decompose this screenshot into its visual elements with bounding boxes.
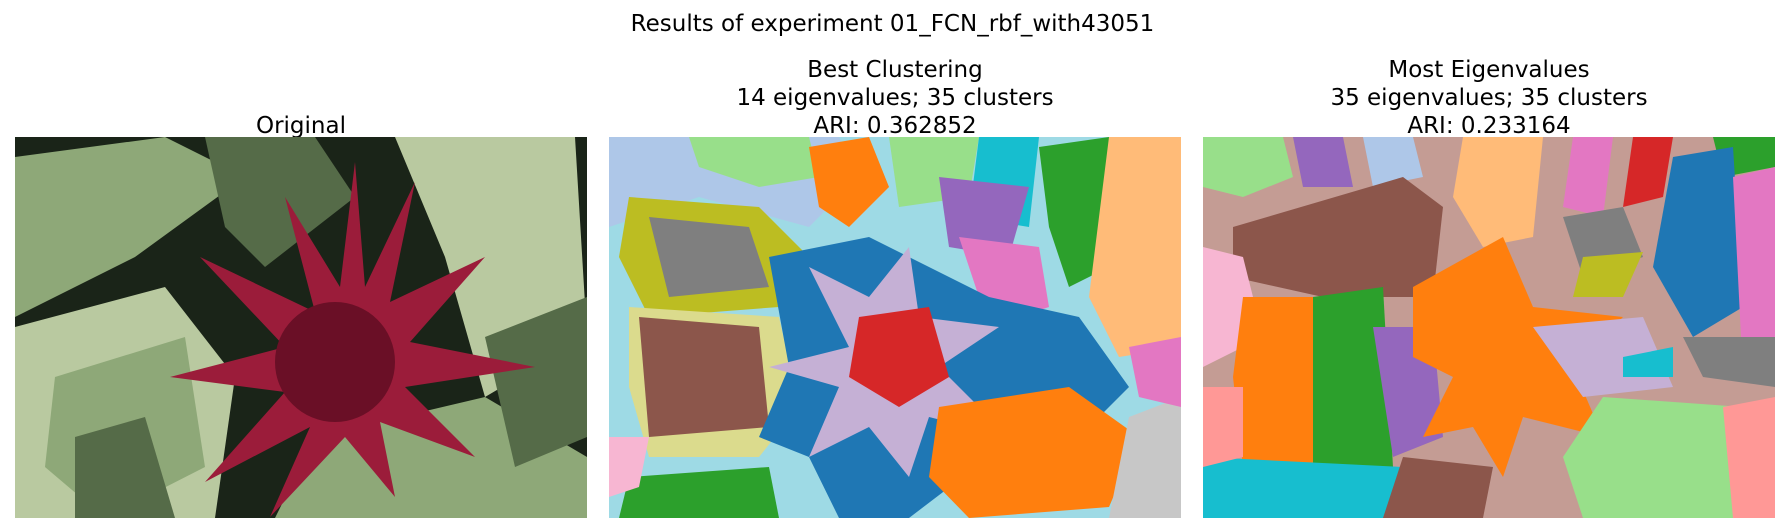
region-olive (1573, 252, 1643, 297)
region-peach (1453, 137, 1543, 247)
region-peach (1089, 137, 1181, 357)
region-gray-right (1683, 337, 1775, 387)
region-gray (649, 217, 769, 297)
region-blue (1653, 147, 1743, 337)
panel-subtitle-ari: ARI: 0.362852 (813, 113, 977, 139)
region-orange-center (1413, 237, 1623, 477)
region-brown-bottom (1383, 457, 1493, 518)
region-orange-left (1233, 297, 1313, 467)
region-pink-top (1563, 137, 1613, 217)
cluster-regions (1203, 137, 1775, 518)
most-eigenvalues-svg (1203, 137, 1775, 518)
figure-suptitle: Results of experiment 01_FCN_rbf_with430… (630, 11, 1155, 37)
best-clustering-svg (609, 137, 1181, 518)
region-cyan-small (1623, 347, 1673, 377)
region-salmon (1203, 387, 1243, 467)
region-brown (1233, 177, 1443, 297)
panel-subtitle-ari: ARI: 0.233164 (1407, 113, 1571, 139)
region-salmon-right (1723, 397, 1775, 518)
leaf-bottom-left (75, 417, 175, 518)
region-lightgreen-bottom (1563, 397, 1753, 518)
flower (170, 162, 535, 517)
flower-center (275, 302, 395, 422)
region-orange-top (809, 137, 889, 227)
region-green-bottom (619, 467, 779, 518)
region-orange-bottom (929, 387, 1139, 518)
region-green (1313, 287, 1393, 467)
region-lightpink (609, 437, 649, 497)
panel-title: Most Eigenvalues 35 eigenvalues; 35 clus… (1203, 56, 1775, 140)
region-red (1623, 137, 1673, 207)
panel-most-eigenvalues: Most Eigenvalues 35 eigenvalues; 35 clus… (1203, 0, 1775, 532)
region-pink-right (1129, 337, 1181, 407)
leaf-right (485, 297, 587, 467)
region-lightblue (1363, 137, 1423, 187)
region-lightgreen (689, 137, 819, 187)
region-red (849, 307, 949, 407)
original-image (15, 137, 587, 518)
region-brown (639, 317, 769, 437)
panel-title-line: Best Clustering (807, 57, 983, 83)
panel-best-clustering: Best Clustering 14 eigenvalues; 35 clust… (609, 0, 1181, 532)
panel-title: Best Clustering 14 eigenvalues; 35 clust… (609, 56, 1181, 140)
panel-title-line: Most Eigenvalues (1388, 57, 1590, 83)
most-eigenvalues-image (1203, 137, 1775, 518)
best-clustering-image (609, 137, 1181, 518)
cluster-regions (609, 137, 1181, 518)
panel-title-line: Original (255, 113, 346, 139)
region-lightgray (1109, 397, 1181, 518)
leaf-top (205, 137, 355, 267)
panel-subtitle-eigenvalues: 14 eigenvalues; 35 clusters (736, 85, 1054, 111)
panel-subtitle-eigenvalues: 35 eigenvalues; 35 clusters (1330, 85, 1648, 111)
region-purple (939, 177, 1029, 257)
region-purple-top (1293, 137, 1353, 187)
panel-title: Original (15, 112, 587, 140)
leaves (15, 137, 587, 518)
original-photo-svg (15, 137, 587, 518)
panel-original: Original (15, 0, 587, 532)
leaf-top-left (15, 137, 245, 317)
region-lightgreen (1203, 137, 1293, 197)
region-pink-right (1733, 167, 1775, 377)
